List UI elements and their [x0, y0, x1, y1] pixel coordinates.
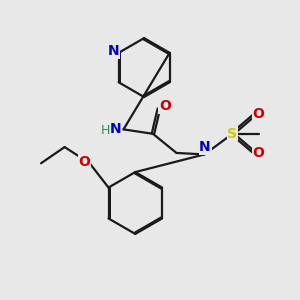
Text: S: S	[227, 127, 237, 141]
Text: O: O	[252, 146, 264, 160]
Text: O: O	[78, 155, 90, 169]
Text: N: N	[110, 122, 121, 136]
Text: N: N	[107, 44, 119, 58]
Text: H: H	[100, 124, 110, 137]
Text: O: O	[159, 99, 171, 113]
Text: N: N	[199, 140, 211, 154]
Text: O: O	[252, 107, 264, 122]
